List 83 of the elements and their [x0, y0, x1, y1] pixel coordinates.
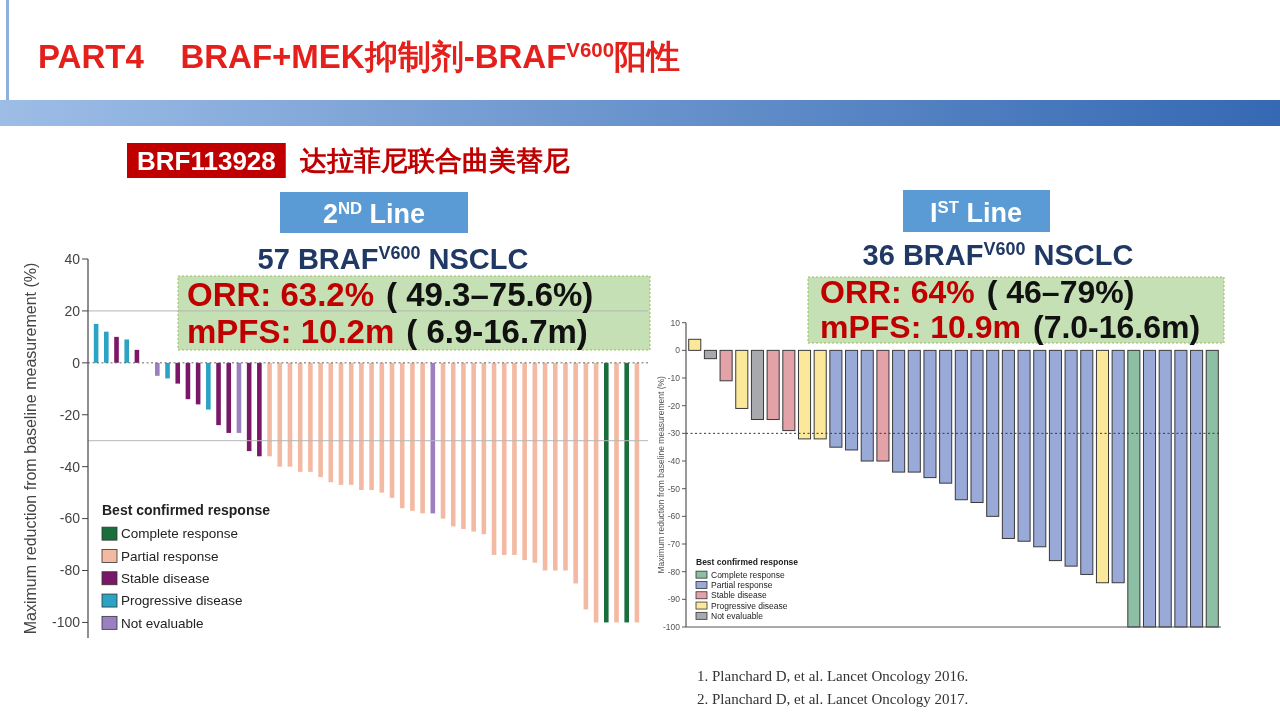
- text: ORR: 64%: [820, 274, 975, 310]
- y-tick-label: 10: [670, 317, 681, 328]
- y-tick-label: 0: [72, 354, 81, 371]
- legend-label: Progressive disease: [121, 593, 243, 609]
- y-axis-title: Maximum reduction from baseline measurement (%): [656, 375, 666, 574]
- bar: [114, 336, 119, 363]
- bar: [359, 362, 364, 491]
- bar: [563, 362, 568, 571]
- annotation: ( 49.3–75.6%): [386, 276, 594, 313]
- bar: [257, 362, 262, 457]
- legend-label: Partial response: [711, 579, 773, 590]
- legend-title: Best confirmed response: [696, 556, 799, 567]
- bar: [410, 362, 415, 511]
- bar: [318, 362, 323, 478]
- bar: [603, 362, 609, 623]
- y-tick-label: -30: [667, 428, 681, 439]
- bar: [573, 362, 578, 584]
- subtitle: 达拉菲尼联合曲美替尼: [299, 146, 570, 176]
- y-tick-label: -40: [59, 458, 81, 475]
- text: 1. Planchard D, et al. Lancet Oncology 2016.: [697, 668, 969, 684]
- bar: [552, 362, 558, 571]
- annotation: ( 6.9-16.7m): [406, 313, 588, 350]
- bar: [165, 362, 170, 379]
- annotation: mPFS: 10.2m: [187, 313, 395, 350]
- y-tick-label: -20: [59, 406, 81, 423]
- annotation: 57 BRAF$^{V600}$ NSCLC: [257, 243, 529, 275]
- y-tick-label: -40: [667, 455, 681, 466]
- annotation: ORR: 63.2%: [187, 276, 375, 313]
- bar: [175, 362, 181, 384]
- bar: [512, 362, 517, 555]
- y-axis-title: Maximum reduction from baseline measurement (%): [22, 262, 39, 635]
- annotation: (7.0-16.6m): [1032, 309, 1201, 345]
- text: I$^{ST}$ Line: [930, 197, 1022, 228]
- title: PART4 BRAF+MEK抑制剂-BRAF$^{V600}$阳性: [38, 37, 681, 75]
- bar: [399, 362, 405, 509]
- subtitle: BRF113928: [127, 143, 286, 178]
- bar: [420, 362, 425, 514]
- bar: [522, 362, 527, 561]
- legend-title: Best confirmed response: [102, 501, 271, 518]
- legend-label: Stable disease: [711, 590, 768, 601]
- legend-label: Progressive disease: [711, 600, 788, 611]
- y-tick-label: 0: [675, 345, 681, 356]
- y-tick-label: -50: [667, 483, 681, 494]
- bar: [471, 362, 476, 532]
- y-tick-label: -80: [667, 566, 681, 577]
- text: ( 46–79%): [986, 274, 1135, 310]
- bar: [369, 362, 374, 491]
- legend-label: Complete response: [711, 569, 785, 580]
- bar: [267, 362, 272, 457]
- bar: [206, 362, 211, 410]
- bar: [450, 362, 456, 527]
- bar: [624, 362, 629, 623]
- bar: [501, 362, 507, 555]
- text: 36 BRAF$^{V600}$ NSCLC: [862, 239, 1134, 271]
- bar: [124, 339, 130, 363]
- text: 2. Planchard D, et al. Lancet Oncology 2017.: [697, 691, 969, 707]
- y-tick-label: -90: [667, 594, 681, 605]
- bar: [614, 362, 619, 623]
- y-tick-label: -60: [667, 511, 681, 522]
- legend-label: Partial response: [121, 548, 219, 564]
- bar: [308, 362, 313, 472]
- y-tick-label: -10: [667, 373, 681, 383]
- y-tick-label: -100: [51, 614, 81, 631]
- bar: [226, 362, 232, 433]
- y-tick-label: -100: [662, 621, 681, 632]
- bar: [328, 362, 334, 483]
- bar: [277, 362, 283, 467]
- y-tick-label: -60: [59, 510, 81, 527]
- y-tick-label: -20: [667, 400, 681, 411]
- legend-label: Not evaluable: [121, 615, 204, 631]
- y-tick-label: 40: [64, 250, 81, 267]
- bar: [216, 362, 221, 426]
- y-tick-label: -70: [667, 538, 681, 549]
- text: 2$^{ND}$ Line: [322, 198, 426, 229]
- bar: [104, 331, 109, 363]
- legend-label: Not evaluable: [711, 610, 764, 621]
- y-tick-label: -80: [59, 562, 81, 579]
- bar: [155, 362, 160, 376]
- y-tick-label: 20: [64, 302, 81, 319]
- annotation: mPFS: 10.9m: [820, 309, 1021, 345]
- legend-label: Complete response: [121, 526, 239, 542]
- legend-label: Stable disease: [121, 570, 210, 586]
- bar: [461, 362, 466, 529]
